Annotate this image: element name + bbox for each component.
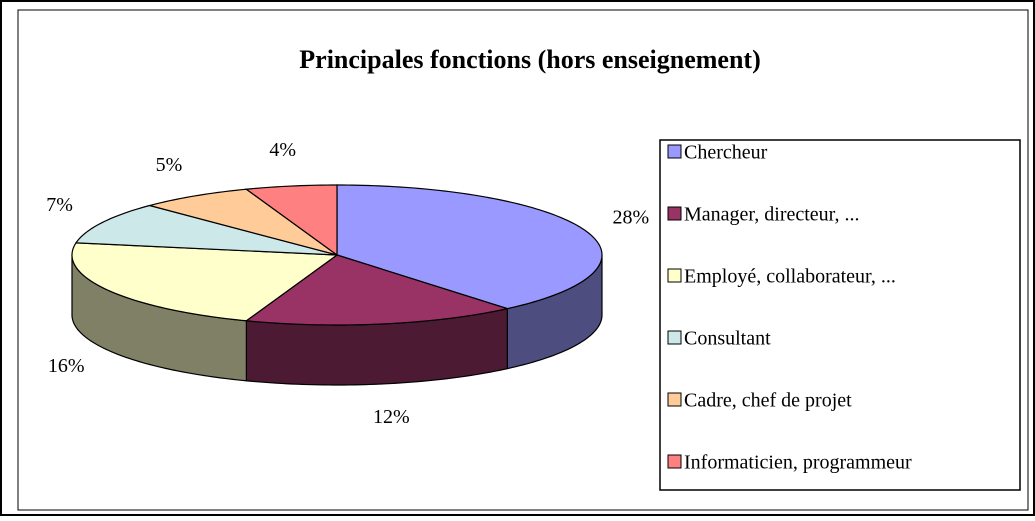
legend-swatch	[667, 268, 682, 283]
legend-swatch	[667, 206, 682, 221]
data-label: 16%	[48, 355, 85, 377]
legend-swatch	[667, 144, 682, 159]
pie-slice	[71, 242, 339, 322]
legend-label: Chercheur	[684, 142, 768, 164]
pie-slice	[74, 204, 338, 256]
data-label: 5%	[156, 154, 183, 176]
pie-slice	[244, 254, 510, 326]
data-label: 12%	[373, 406, 410, 428]
legend-label: Employé, collaborateur, ...	[684, 266, 896, 288]
legend-swatch	[667, 330, 682, 345]
data-label: 4%	[269, 139, 296, 161]
data-label: 28%	[613, 207, 650, 229]
legend-box	[659, 139, 1021, 491]
pie-slice	[336, 184, 603, 310]
legend-label: Consultant	[684, 328, 771, 350]
pie-slice	[147, 188, 338, 256]
plot-frame	[17, 9, 1029, 511]
chart-title: Principales fonctions (hors enseignement…	[299, 45, 760, 74]
legend-label: Cadre, chef de projet	[684, 390, 852, 412]
legend-label: Informaticien, programmeur	[684, 452, 912, 474]
data-label: 7%	[46, 194, 73, 216]
legend-label: Manager, directeur, ...	[684, 204, 860, 226]
legend-swatch	[667, 454, 682, 469]
pie-slice	[244, 184, 338, 257]
legend-swatch	[667, 392, 682, 407]
